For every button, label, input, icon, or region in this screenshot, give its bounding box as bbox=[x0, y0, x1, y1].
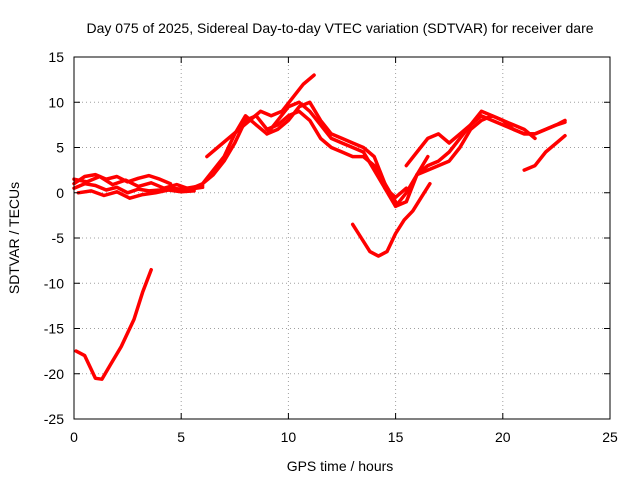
series-line-sat-h bbox=[205, 73, 316, 159]
x-tick-label: 15 bbox=[388, 429, 404, 445]
y-axis-label: SDTVAR / TECUs bbox=[6, 182, 22, 294]
series-line-sat-j bbox=[350, 181, 432, 258]
x-tick-label: 25 bbox=[602, 429, 618, 445]
y-tick-label: -15 bbox=[44, 321, 64, 337]
series-line-sat-n bbox=[522, 133, 567, 172]
x-axis-label: GPS time / hours bbox=[287, 458, 394, 474]
y-tick-label: 10 bbox=[48, 94, 64, 110]
y-tick-label: -20 bbox=[44, 366, 64, 382]
series-line-sat-d bbox=[72, 172, 173, 186]
series-line-sat-l bbox=[404, 109, 537, 168]
x-tick-label: 5 bbox=[177, 429, 185, 445]
series-layer bbox=[72, 73, 567, 381]
axes: 0 5 10 15 20 25 -25 -20 -15 -10 -5 0 5 10 15 bbox=[44, 49, 618, 445]
y-tick-label: 15 bbox=[48, 49, 64, 65]
y-tick-label: 0 bbox=[56, 185, 64, 201]
series-line-sat-b bbox=[72, 174, 205, 191]
series-line-sat-m bbox=[415, 114, 567, 177]
series-line-sat-i bbox=[265, 100, 430, 209]
y-tick-label: -10 bbox=[44, 275, 64, 291]
x-tick-label: 0 bbox=[70, 429, 78, 445]
series-line-sat-a bbox=[72, 181, 205, 195]
y-tick-label: 5 bbox=[56, 140, 64, 156]
series-line-sat-e bbox=[74, 267, 153, 381]
x-tick-label: 10 bbox=[281, 429, 297, 445]
y-tick-label: -5 bbox=[52, 230, 65, 246]
grid bbox=[74, 57, 610, 419]
y-tick-label: -25 bbox=[44, 411, 64, 427]
x-tick-label: 20 bbox=[495, 429, 511, 445]
series-line-sat-c bbox=[76, 188, 196, 200]
chart-title: Day 075 of 2025, Sidereal Day-to-day VTE… bbox=[86, 20, 593, 36]
